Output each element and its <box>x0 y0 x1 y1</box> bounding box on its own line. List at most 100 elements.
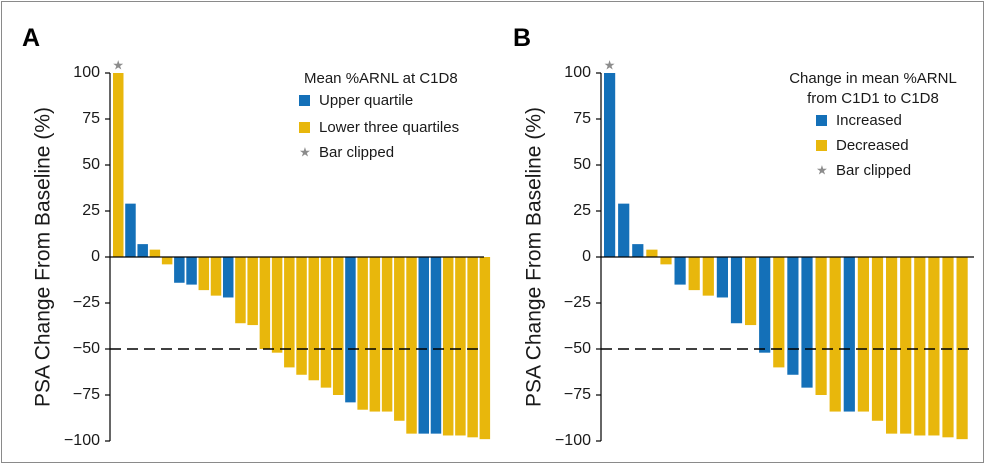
bar <box>871 257 884 421</box>
panel-a: A PSA Change From Baseline (%) 100 75 50 25 0 −… <box>22 24 491 449</box>
bar <box>369 257 381 412</box>
bar <box>688 257 700 291</box>
bar <box>674 257 686 285</box>
y-tick-label: −25 <box>73 294 100 311</box>
bar <box>886 257 898 434</box>
y-tick-label: 75 <box>573 110 591 127</box>
bar <box>479 257 491 440</box>
bar <box>942 257 954 438</box>
bar <box>284 257 295 368</box>
bar <box>345 257 356 403</box>
bar <box>296 257 307 375</box>
y-tick-label: −25 <box>564 294 591 311</box>
legend-star-icon: ★ <box>816 164 828 179</box>
bar <box>928 257 940 436</box>
legend-swatch <box>816 140 827 151</box>
bar <box>759 257 771 353</box>
legend-title: from C1D1 to C1D8 <box>807 90 939 107</box>
legend-label: Upper quartile <box>319 92 413 109</box>
y-tick-label: 0 <box>582 248 591 265</box>
y-tick-label: −75 <box>564 386 591 403</box>
bar <box>900 257 912 434</box>
bar <box>271 257 283 353</box>
bar <box>857 257 869 412</box>
bar <box>406 257 417 434</box>
bar <box>829 257 841 412</box>
bar <box>716 257 728 298</box>
bar <box>259 257 271 349</box>
y-tick-label: −75 <box>73 386 100 403</box>
bar <box>174 257 185 283</box>
panel-b: B PSA Change From Baseline (%) 100 75 50 25 0 −… <box>513 24 974 449</box>
bar <box>730 257 743 324</box>
y-tick-label: 25 <box>82 202 100 219</box>
legend-label: Bar clipped <box>319 144 394 161</box>
bar <box>956 257 968 440</box>
bar <box>467 257 478 438</box>
clipped-star-marker: ★ <box>604 59 616 74</box>
y-tick-label: 50 <box>82 156 100 173</box>
bar <box>801 257 813 388</box>
y-tick-label: 100 <box>73 64 100 81</box>
bar <box>745 257 757 326</box>
y-tick-label: −50 <box>73 340 100 357</box>
bar <box>320 257 332 388</box>
bar <box>702 257 714 296</box>
bar <box>455 257 466 436</box>
bar <box>418 257 429 434</box>
bar <box>332 257 344 395</box>
bar <box>198 257 210 291</box>
y-tick-label: 50 <box>573 156 591 173</box>
legend-label: Lower three quartiles <box>319 119 459 136</box>
bar <box>815 257 827 395</box>
panel-letter: B <box>513 24 531 52</box>
bar <box>186 257 197 285</box>
bar <box>843 257 855 412</box>
bar <box>247 257 258 326</box>
bar <box>161 257 173 265</box>
legend-swatch <box>299 122 310 133</box>
y-tick-label: 75 <box>82 110 100 127</box>
bar <box>113 73 124 257</box>
legend-swatch <box>816 115 827 126</box>
bar <box>632 244 644 257</box>
bar <box>308 257 320 381</box>
panel-letter: A <box>22 24 40 52</box>
bar <box>618 203 630 257</box>
bar <box>604 73 616 257</box>
y-tick-label: −100 <box>555 432 591 449</box>
bar <box>381 257 393 412</box>
y-tick-label: 0 <box>91 248 100 265</box>
y-tick-label: 25 <box>573 202 591 219</box>
bar <box>149 249 161 257</box>
clipped-star-marker: ★ <box>112 59 124 74</box>
legend-swatch <box>299 95 310 106</box>
legend-title: Mean %ARNL at C1D8 <box>304 70 458 87</box>
bar <box>394 257 405 421</box>
bar <box>235 257 246 324</box>
legend: Change in mean %ARNL from C1D1 to C1D8 Inc… <box>789 70 957 179</box>
y-tick-label: 100 <box>564 64 591 81</box>
bar <box>914 257 926 436</box>
bar <box>787 257 799 375</box>
bar <box>357 257 368 410</box>
legend-label: Decreased <box>836 137 909 154</box>
y-tick-label: −50 <box>564 340 591 357</box>
bar <box>222 257 234 298</box>
bar <box>125 203 136 257</box>
legend-label: Increased <box>836 112 902 129</box>
bar <box>646 249 658 257</box>
bar <box>773 257 785 368</box>
bar <box>442 257 454 436</box>
legend: Mean %ARNL at C1D8 Upper quartile Lower th… <box>299 70 459 161</box>
legend-label: Bar clipped <box>836 162 911 179</box>
y-axis-title: PSA Change From Baseline (%) <box>523 107 546 407</box>
bar <box>210 257 222 296</box>
bar <box>660 257 672 265</box>
legend-star-icon: ★ <box>299 146 311 161</box>
y-axis-title: PSA Change From Baseline (%) <box>32 107 55 407</box>
bar <box>137 244 148 257</box>
bar <box>430 257 442 434</box>
